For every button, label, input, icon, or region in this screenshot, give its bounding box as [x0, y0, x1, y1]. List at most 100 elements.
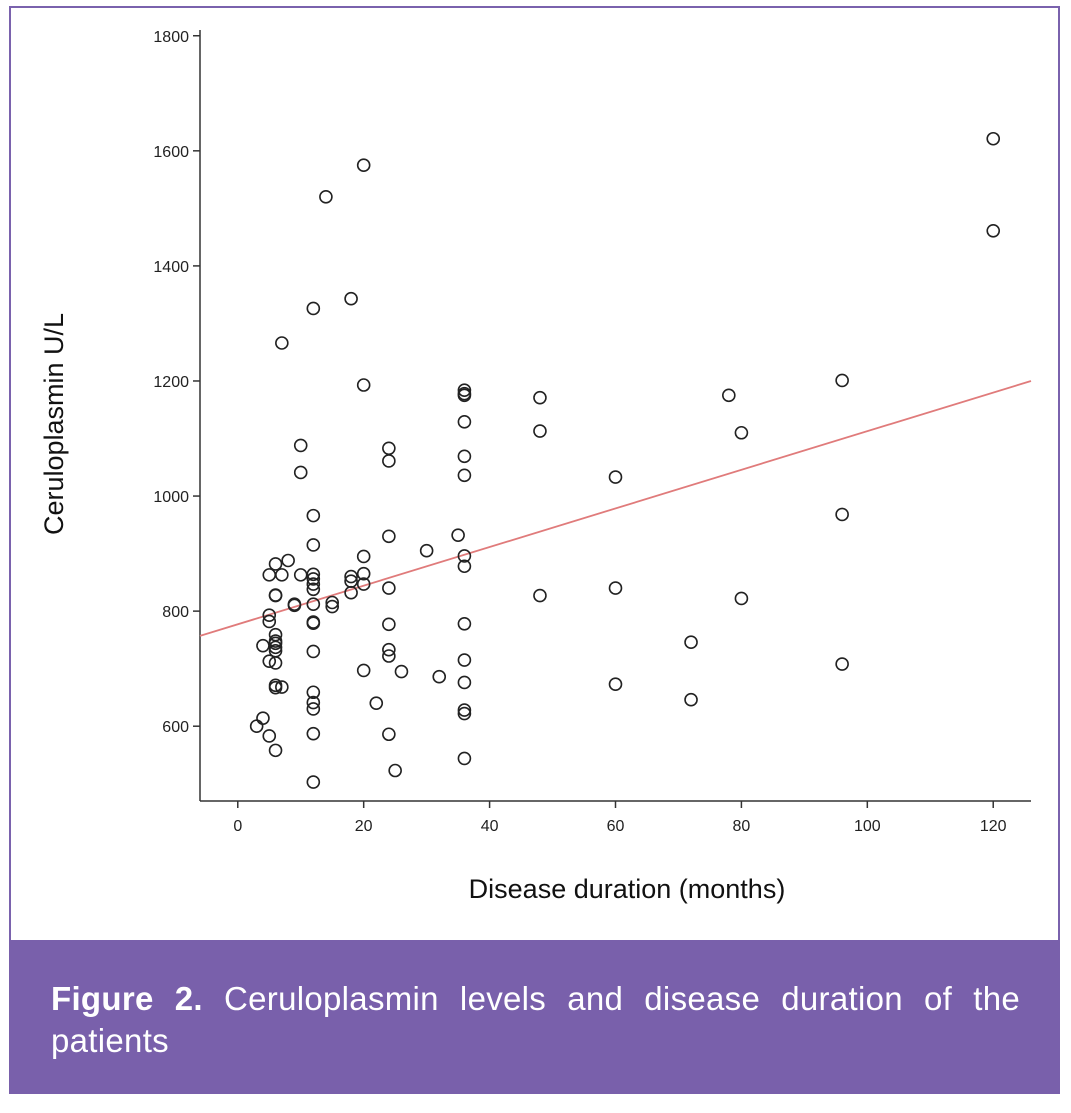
data-point: [287, 597, 302, 612]
caption-label: Figure 2.: [51, 980, 203, 1017]
data-point: [457, 751, 472, 766]
data-points: [249, 131, 1001, 789]
data-point: [394, 664, 409, 679]
data-point: [306, 702, 321, 716]
x-tick-label: 120: [980, 818, 1007, 835]
data-point: [268, 678, 283, 693]
data-point: [419, 543, 434, 558]
data-point: [293, 568, 308, 582]
data-point: [268, 634, 283, 648]
data-point: [986, 224, 1001, 238]
data-point: [268, 627, 283, 642]
y-tick-label: 1800: [153, 29, 189, 46]
data-point: [608, 677, 623, 691]
chart-axes: [199, 30, 1031, 802]
data-point: [344, 574, 358, 589]
data-point: [457, 653, 472, 667]
data-point: [457, 675, 472, 690]
data-point: [356, 158, 371, 173]
x-axis-label: Disease duration (months): [469, 874, 786, 904]
chart-ticks: 600 800 1000 1200 1400 1600 1800 0 20 40 60 80 100 12…: [153, 29, 1006, 835]
data-point: [306, 572, 321, 586]
data-point: [356, 549, 371, 564]
figure-caption: Figure 2. Ceruloplasmin levels and disea…: [9, 940, 1060, 1094]
y-tick-label: 600: [162, 719, 189, 736]
regression-line: [199, 380, 1032, 637]
x-tick-label: 60: [607, 818, 625, 835]
data-point: [533, 390, 547, 405]
data-point: [306, 644, 321, 659]
data-point: [382, 581, 396, 595]
data-point: [734, 425, 749, 440]
data-point: [457, 383, 472, 397]
data-point: [306, 567, 321, 582]
data-point: [608, 581, 623, 595]
x-tick-label: 80: [733, 818, 751, 835]
data-point: [306, 726, 321, 741]
data-point: [306, 775, 321, 789]
y-tick-label: 1400: [153, 259, 189, 276]
data-point: [356, 566, 371, 581]
data-point: [268, 743, 283, 758]
data-point: [275, 568, 289, 582]
data-point: [249, 719, 264, 734]
data-point: [262, 729, 277, 743]
data-point: [262, 568, 277, 582]
data-point: [457, 468, 472, 483]
x-tick-label: 100: [854, 818, 881, 835]
data-point: [382, 617, 396, 632]
data-point: [262, 614, 277, 629]
data-point: [325, 599, 340, 614]
data-point: [369, 696, 384, 710]
data-point: [306, 582, 321, 597]
data-point: [344, 291, 358, 306]
data-point: [382, 529, 396, 544]
data-point: [275, 680, 289, 694]
data-point: [451, 528, 465, 542]
data-point: [306, 301, 321, 316]
data-point: [457, 616, 472, 631]
data-point: [835, 507, 849, 522]
data-point: [457, 449, 472, 464]
x-tick-label: 0: [233, 818, 242, 835]
data-point: [986, 131, 1001, 146]
data-point: [608, 470, 623, 484]
data-point: [356, 577, 371, 591]
data-point: [306, 695, 321, 710]
caption-text: Ceruloplasmin levels and disease duratio…: [51, 980, 1021, 1060]
data-point: [388, 763, 402, 778]
data-point: [293, 465, 308, 480]
data-point: [457, 386, 472, 401]
data-point: [306, 615, 321, 629]
data-point: [275, 336, 289, 350]
data-point: [684, 692, 698, 707]
scatter-chart: 600 800 1000 1200 1400 1600 1800 0 20 40 60 80 100 12…: [39, 29, 1032, 904]
data-point: [722, 388, 736, 403]
data-point: [533, 424, 547, 438]
data-point: [256, 711, 270, 725]
data-point: [835, 657, 849, 671]
data-point: [306, 538, 321, 552]
data-point: [319, 190, 333, 204]
data-point: [268, 588, 283, 602]
data-point: [306, 597, 321, 612]
y-tick-label: 1600: [153, 144, 189, 161]
data-point: [382, 642, 396, 657]
data-point: [457, 559, 472, 574]
data-point: [356, 663, 371, 678]
data-point: [533, 588, 547, 603]
x-tick-label: 40: [481, 818, 499, 835]
y-tick-label: 1000: [153, 489, 189, 506]
y-axis-label: Ceruloplasmin U/L: [39, 313, 69, 535]
data-point: [268, 557, 283, 571]
data-point: [432, 669, 447, 684]
data-point: [262, 608, 277, 622]
data-point: [382, 649, 396, 663]
x-tick-label: 20: [355, 818, 373, 835]
data-point: [734, 591, 749, 606]
data-point: [457, 549, 472, 563]
y-tick-label: 800: [162, 604, 189, 621]
data-point: [256, 638, 270, 653]
data-point: [293, 438, 308, 453]
data-point: [382, 454, 396, 468]
